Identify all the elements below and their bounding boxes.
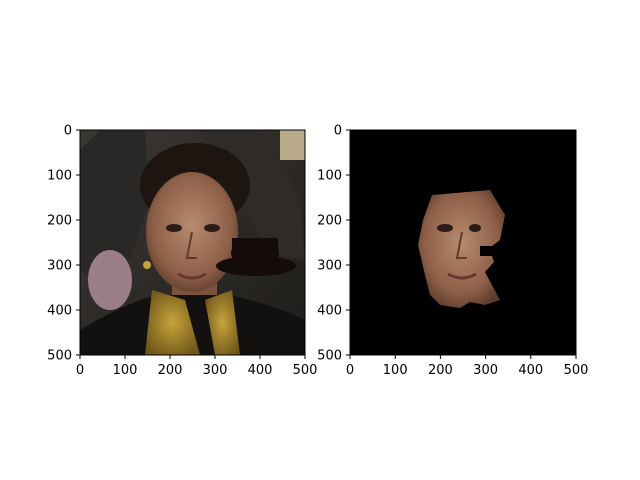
segmented-face-image: [350, 130, 576, 355]
left-x-tick-label: 0: [76, 363, 84, 378]
right-x-tick-label: 300: [473, 363, 498, 378]
right-image-panel: [349, 129, 577, 356]
left-y-tick-label: 400: [47, 304, 72, 319]
left-x-tick-label: 400: [248, 363, 273, 378]
left-x-tick-label: 500: [293, 363, 318, 378]
right-y-tick-label: 300: [317, 259, 342, 274]
left-x-tick-label: 200: [158, 363, 183, 378]
hat-occluder: [216, 238, 296, 276]
left-y-tick-label: 200: [47, 214, 72, 229]
left-y-tick-label: 500: [47, 349, 72, 364]
right-x-tick-label: 400: [518, 363, 543, 378]
right-axes-frame: [349, 129, 577, 356]
ticks-layer: 0 100 200 300 400 500 0 100 200 300 400 500 0 100 200 3…: [47, 124, 588, 379]
left-image-panel: [79, 129, 306, 356]
left-y-tick-label: 300: [47, 259, 72, 274]
right-x-tick-label: 500: [564, 363, 589, 378]
right-x-tick-label: 100: [383, 363, 408, 378]
left-y-tick-label: 100: [47, 169, 72, 184]
right-y-tick-label: 200: [317, 214, 342, 229]
left-x-tick-label: 300: [203, 363, 228, 378]
right-y-tick-label: 500: [317, 349, 342, 364]
left-y-tick-label: 0: [64, 124, 72, 139]
right-x-tick-label: 200: [428, 363, 453, 378]
right-y-tick-label: 100: [317, 169, 342, 184]
right-y-tick-label: 0: [334, 124, 342, 139]
left-axes-frame: [79, 129, 306, 356]
left-x-tick-label: 100: [113, 363, 138, 378]
right-x-tick-label: 0: [346, 363, 354, 378]
occluded-face-image: [80, 130, 305, 355]
right-y-tick-label: 400: [317, 304, 342, 319]
